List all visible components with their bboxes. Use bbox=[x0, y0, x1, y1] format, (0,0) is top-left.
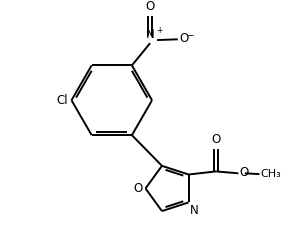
Text: O: O bbox=[133, 182, 143, 195]
Text: O: O bbox=[146, 0, 155, 13]
Text: −: − bbox=[186, 30, 194, 39]
Text: +: + bbox=[156, 26, 162, 35]
Text: O: O bbox=[211, 134, 221, 147]
Text: Cl: Cl bbox=[57, 94, 69, 107]
Text: O: O bbox=[240, 166, 249, 179]
Text: O: O bbox=[179, 33, 188, 45]
Text: N: N bbox=[146, 28, 154, 41]
Text: CH₃: CH₃ bbox=[260, 169, 281, 179]
Text: N: N bbox=[190, 204, 199, 217]
